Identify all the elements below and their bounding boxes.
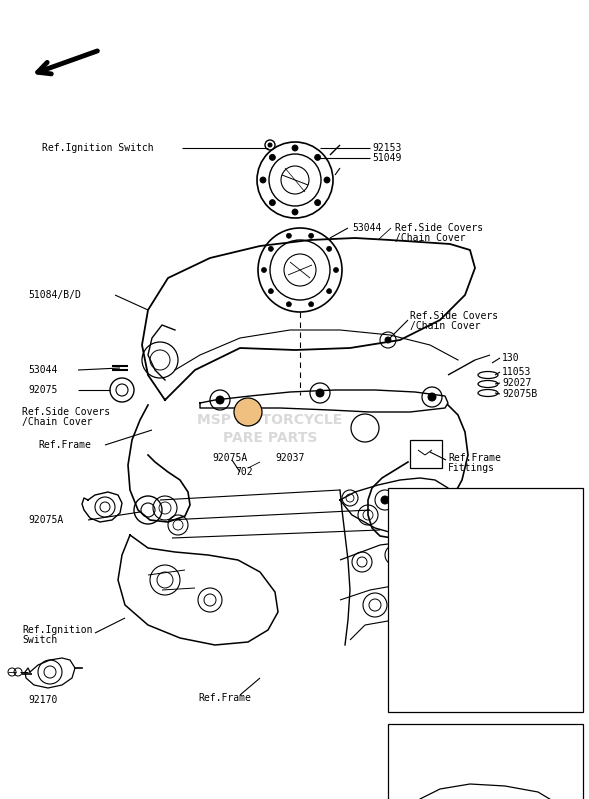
- Text: 130: 130: [502, 353, 519, 363]
- Text: Orange: Orange: [489, 582, 524, 590]
- Circle shape: [333, 268, 339, 272]
- Bar: [410, 440, 442, 468]
- Text: Ref.Ignition: Ref.Ignition: [22, 625, 92, 635]
- Text: /Chain Cover: /Chain Cover: [410, 321, 481, 331]
- Circle shape: [269, 246, 273, 252]
- Circle shape: [385, 337, 391, 343]
- Circle shape: [316, 389, 324, 397]
- Text: (51085/A/B): (51085/A/B): [393, 748, 456, 757]
- Text: Switch: Switch: [22, 635, 57, 645]
- Circle shape: [216, 396, 224, 404]
- Text: A: A: [362, 423, 368, 433]
- Text: 51049: 51049: [372, 153, 401, 163]
- Circle shape: [268, 143, 272, 147]
- Circle shape: [286, 302, 292, 307]
- Text: M.Black: M.Black: [489, 526, 530, 535]
- Text: Ref.Ignition Switch: Ref.Ignition Switch: [42, 143, 154, 153]
- Circle shape: [327, 246, 332, 252]
- Text: /Chain Cover: /Chain Cover: [395, 233, 465, 243]
- Text: (51084B): (51084B): [392, 554, 438, 562]
- Text: (51084): (51084): [392, 498, 432, 507]
- Text: Ref.Side Covers: Ref.Side Covers: [410, 311, 498, 321]
- Text: PARE PARTS: PARE PARTS: [223, 431, 317, 445]
- Circle shape: [315, 154, 320, 161]
- Text: 92027: 92027: [502, 378, 531, 388]
- Circle shape: [269, 154, 276, 161]
- Circle shape: [351, 414, 379, 442]
- Text: (51085): (51085): [392, 638, 432, 646]
- Text: 92037: 92037: [275, 453, 305, 463]
- Circle shape: [292, 145, 298, 151]
- Circle shape: [292, 209, 298, 215]
- Circle shape: [428, 393, 436, 401]
- Circle shape: [262, 268, 266, 272]
- Text: /Chain Cover: /Chain Cover: [22, 417, 92, 427]
- Text: 53044: 53044: [28, 365, 57, 375]
- Circle shape: [309, 233, 313, 238]
- Circle shape: [416, 501, 424, 509]
- Circle shape: [269, 288, 273, 294]
- Circle shape: [234, 398, 262, 426]
- Text: 11053: 11053: [502, 367, 531, 377]
- Text: Green: Green: [489, 638, 518, 646]
- Text: (51084C): (51084C): [392, 582, 438, 590]
- Text: (51084A): (51084A): [392, 526, 438, 535]
- Circle shape: [260, 177, 266, 183]
- Text: Ref.Frame: Ref.Frame: [38, 440, 91, 450]
- Text: Fittings: Fittings: [448, 463, 495, 473]
- Text: Ref.Frame: Ref.Frame: [198, 693, 251, 703]
- Circle shape: [269, 200, 276, 205]
- Text: (51085B): (51085B): [392, 694, 438, 702]
- Text: 702: 702: [235, 467, 253, 477]
- Text: A: A: [245, 407, 251, 417]
- Text: Ref.Side Covers: Ref.Side Covers: [395, 223, 483, 233]
- Circle shape: [286, 233, 292, 238]
- Text: Yellow: Yellow: [489, 610, 524, 618]
- Text: Ref.Side Covers: Ref.Side Covers: [22, 407, 110, 417]
- Bar: [388, 724, 583, 799]
- Text: 92075B: 92075B: [502, 389, 537, 399]
- Bar: [388, 488, 583, 712]
- Text: Ebony: Ebony: [489, 498, 518, 507]
- Circle shape: [309, 302, 313, 307]
- Text: 92170: 92170: [28, 695, 57, 705]
- Text: 51084/B/D: 51084/B/D: [28, 290, 81, 300]
- Circle shape: [327, 288, 332, 294]
- Circle shape: [315, 200, 320, 205]
- Text: M.D.Black: M.D.Black: [489, 694, 541, 702]
- Text: 92153: 92153: [372, 143, 401, 153]
- Text: (51085A): (51085A): [392, 666, 438, 674]
- Text: 92075A: 92075A: [212, 453, 247, 463]
- Text: MSP MOTORCYCLE: MSP MOTORCYCLE: [197, 413, 343, 427]
- Text: 53044: 53044: [352, 223, 381, 233]
- Text: Ref.Frame: Ref.Frame: [448, 453, 501, 463]
- Text: (51084D): (51084D): [392, 610, 438, 618]
- Text: 92075: 92075: [28, 385, 57, 395]
- Circle shape: [324, 177, 330, 183]
- Text: 92075A: 92075A: [28, 515, 63, 525]
- Text: (51084/A~D): (51084/A~D): [393, 733, 456, 742]
- Text: Silver: Silver: [489, 554, 524, 562]
- Circle shape: [381, 496, 389, 504]
- Text: Blue: Blue: [489, 666, 512, 674]
